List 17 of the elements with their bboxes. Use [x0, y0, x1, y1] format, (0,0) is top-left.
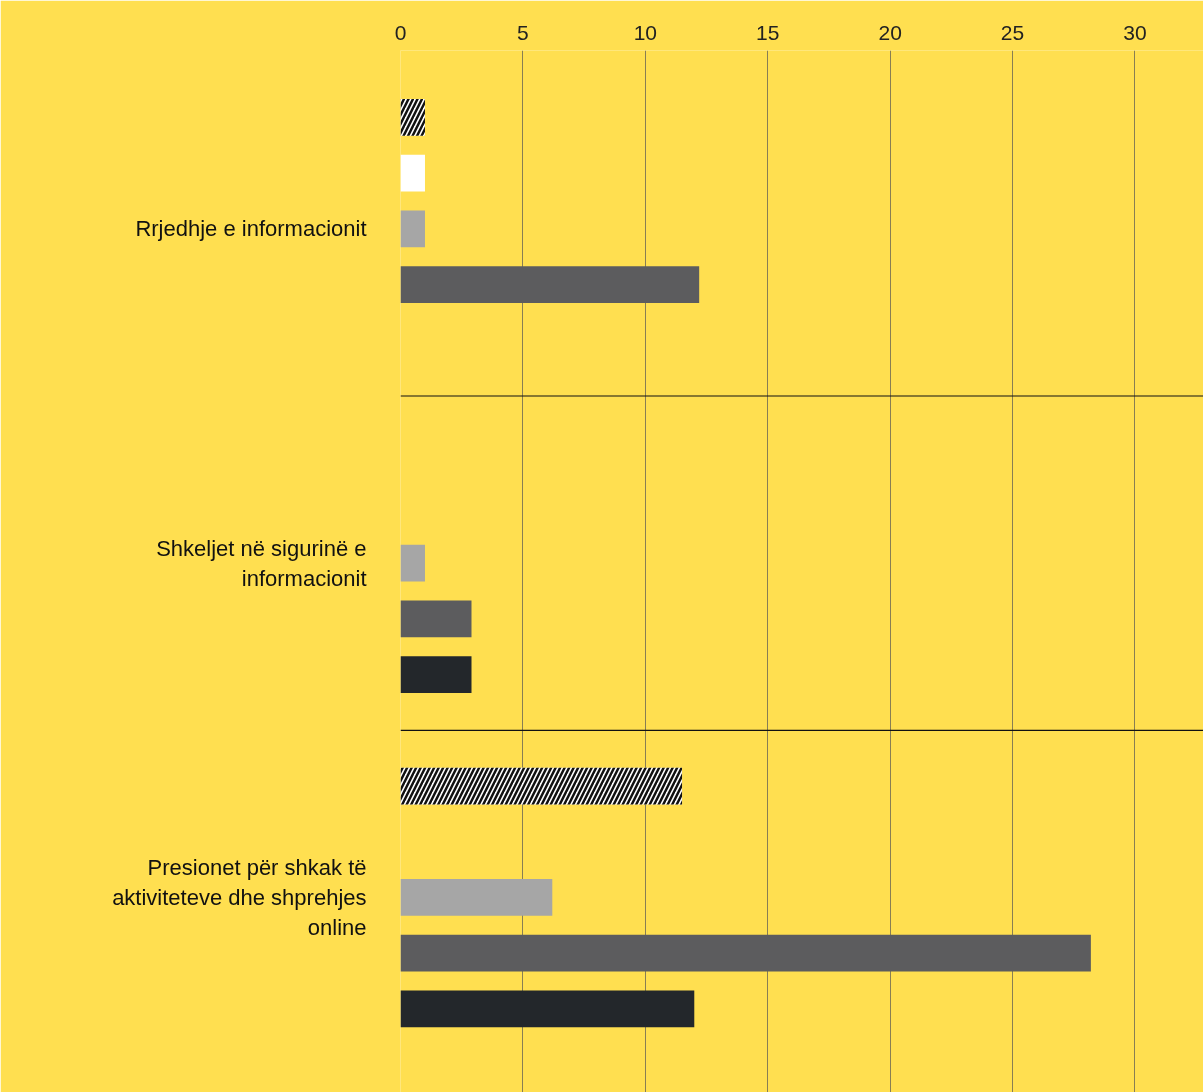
- x-tick-label: 20: [878, 20, 902, 44]
- y-tick-label: Rrjedhje e informacionit: [135, 216, 367, 242]
- bar: [400, 210, 425, 248]
- bar: [400, 879, 553, 916]
- bar: [400, 656, 472, 693]
- y-tick-label: Presionet për shkak të aktiviteteve dhe shprehjes online: [112, 854, 367, 940]
- x-tick-label: 30: [1123, 20, 1147, 44]
- bar: [400, 154, 425, 192]
- x-tick-label: 5: [517, 20, 529, 44]
- bar: [400, 600, 472, 638]
- x-tick-label: 25: [1000, 20, 1025, 44]
- bar: [400, 544, 425, 582]
- x-tick-label: 15: [756, 20, 780, 44]
- x-tick-label: 10: [633, 20, 657, 44]
- bar: [400, 990, 695, 1028]
- y-tick-label: Shkeljet në sigurinë e informacionit: [156, 535, 367, 591]
- x-tick-label: 0: [394, 20, 407, 44]
